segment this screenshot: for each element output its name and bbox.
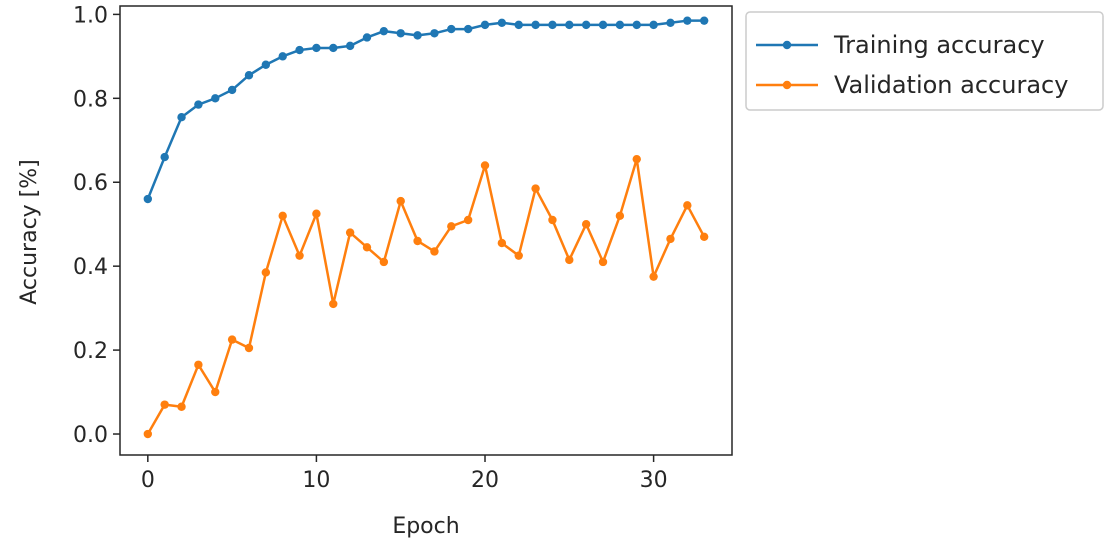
legend-label: Training accuracy [833,31,1045,59]
data-point-validation-accuracy [295,251,304,260]
y-tick-label: 0.4 [73,255,108,280]
legend-marker [782,80,792,90]
data-point-training-accuracy [312,43,321,53]
x-tick-label: 30 [640,468,668,493]
data-point-training-accuracy [227,85,237,95]
data-point-training-accuracy [632,20,641,30]
data-point-validation-accuracy [531,184,540,193]
data-point-training-accuracy [497,18,507,27]
legend-item-validation-accuracy: Validation accuracy [756,71,1068,99]
y-tick-label: 0.6 [73,171,108,196]
data-point-training-accuracy [683,16,692,25]
data-point-validation-accuracy [396,196,405,206]
data-point-training-accuracy [379,26,389,36]
x-tick-label: 0 [141,468,155,493]
series-line-validation-accuracy [146,157,706,436]
data-point-validation-accuracy [430,247,439,256]
data-point-validation-accuracy [683,201,692,210]
plot-area-frame [119,5,733,456]
data-point-validation-accuracy [211,387,220,397]
data-point-validation-accuracy [379,257,389,267]
data-point-training-accuracy [396,29,405,38]
data-point-training-accuracy [362,33,372,42]
data-point-training-accuracy [615,20,625,30]
data-point-training-accuracy [581,20,591,30]
data-point-validation-accuracy [497,238,507,248]
legend: Training accuracy Validation accuracy [745,11,1104,111]
x-axis-ticks: 0 10 20 30 [141,455,668,493]
data-point-validation-accuracy [278,211,287,221]
data-point-validation-accuracy [312,209,321,218]
data-point-training-accuracy [463,24,473,34]
series-layer [143,16,709,439]
data-point-validation-accuracy [194,360,203,369]
series-validation-accuracy [143,154,709,439]
data-point-training-accuracy [345,41,355,51]
data-point-training-accuracy [244,71,254,80]
series-line-training-accuracy [146,19,706,201]
data-point-training-accuracy [329,43,338,53]
x-axis-label: Epoch [392,514,459,539]
data-point-training-accuracy [143,194,153,204]
data-point-validation-accuracy [581,220,591,229]
data-point-training-accuracy [194,100,203,109]
data-point-training-accuracy [278,52,287,61]
data-point-validation-accuracy [632,154,641,164]
data-point-validation-accuracy [160,400,169,409]
data-point-validation-accuracy [514,251,523,260]
y-tick-label: 0.8 [73,87,108,112]
data-point-training-accuracy [514,20,523,30]
data-point-validation-accuracy [447,222,456,231]
data-point-training-accuracy [261,60,271,69]
series-training-accuracy [143,16,709,204]
data-point-training-accuracy [413,31,422,40]
data-point-training-accuracy [430,29,439,38]
data-point-training-accuracy [211,94,220,103]
data-point-training-accuracy [649,20,658,30]
legend-items: Training accuracy Validation accuracy [756,31,1068,99]
data-point-validation-accuracy [565,255,574,265]
y-axis-label: Accuracy [%] [17,159,42,305]
data-point-validation-accuracy [413,236,422,246]
legend-item-training-accuracy: Training accuracy [756,31,1045,59]
data-point-validation-accuracy [261,268,271,277]
x-tick-label: 10 [302,468,330,493]
data-point-training-accuracy [699,16,709,25]
data-point-validation-accuracy [615,211,625,221]
data-point-training-accuracy [666,18,675,27]
y-tick-label: 1.0 [73,3,108,28]
data-point-training-accuracy [447,24,456,34]
data-point-training-accuracy [565,20,574,30]
data-point-validation-accuracy [598,257,608,267]
data-point-validation-accuracy [480,161,490,170]
data-point-validation-accuracy [463,215,473,225]
legend-marker [782,40,792,50]
legend-label: Validation accuracy [834,71,1068,99]
data-point-training-accuracy [548,20,557,30]
data-point-validation-accuracy [329,299,338,309]
legend-box [745,11,1104,111]
x-tick-label: 20 [471,468,499,493]
data-point-validation-accuracy [143,429,153,439]
data-point-validation-accuracy [699,232,709,241]
data-point-validation-accuracy [177,402,186,411]
data-point-validation-accuracy [227,335,237,344]
data-point-validation-accuracy [666,234,675,244]
data-point-training-accuracy [177,113,186,122]
data-point-training-accuracy [160,152,169,162]
y-tick-label: 0.0 [73,423,108,448]
data-point-validation-accuracy [649,272,658,281]
data-point-validation-accuracy [548,215,557,225]
data-point-validation-accuracy [362,243,372,252]
y-axis-ticks: 0.0 0.2 0.4 0.6 0.8 1.0 [73,3,120,448]
data-point-validation-accuracy [345,228,355,237]
data-point-training-accuracy [531,20,540,30]
y-tick-label: 0.2 [73,339,108,364]
data-point-training-accuracy [295,45,304,55]
data-point-validation-accuracy [244,343,254,353]
data-point-training-accuracy [598,20,608,30]
data-point-training-accuracy [480,20,490,30]
